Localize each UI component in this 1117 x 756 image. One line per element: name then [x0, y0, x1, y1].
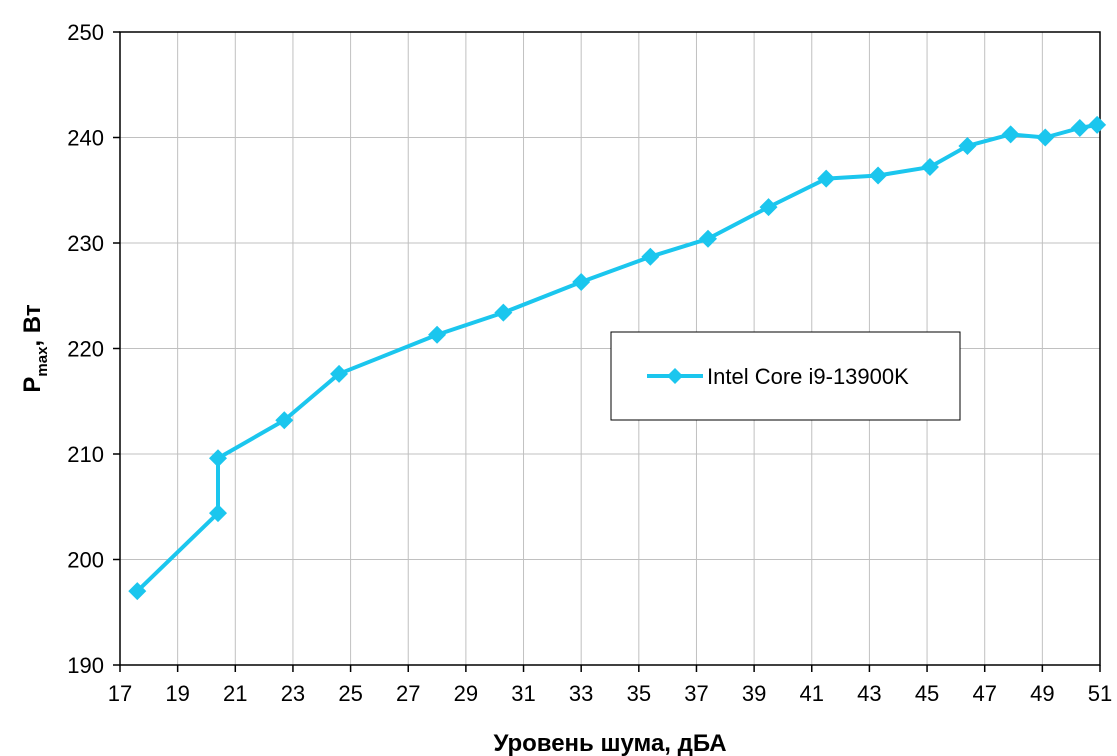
y-tick-label: 250 — [67, 20, 104, 45]
x-tick-label: 43 — [857, 681, 881, 706]
data-point — [494, 303, 513, 322]
x-tick-label: 31 — [511, 681, 535, 706]
data-point — [1088, 115, 1107, 134]
x-tick-label: 39 — [742, 681, 766, 706]
data-point — [128, 582, 147, 601]
y-axis: 190 200 210 220 230 240 250 — [67, 20, 120, 678]
x-tick-label: 47 — [972, 681, 996, 706]
x-tick-label: 45 — [915, 681, 939, 706]
data-point — [209, 504, 227, 523]
x-tick-label: 27 — [396, 681, 420, 706]
x-tick-label: 49 — [1030, 681, 1054, 706]
data-point — [869, 166, 888, 185]
x-tick-label: 21 — [223, 681, 247, 706]
x-tick-label: 35 — [627, 681, 651, 706]
y-tick-label: 200 — [67, 548, 104, 573]
x-tick-label: 25 — [338, 681, 362, 706]
data-point — [209, 449, 227, 468]
y-axis-title-subscript: max — [34, 346, 51, 377]
y-tick-label: 230 — [67, 231, 104, 256]
y-tick-label: 220 — [67, 337, 104, 362]
x-tick-label: 19 — [165, 681, 189, 706]
y-axis-title: Pmax, Вт — [19, 304, 51, 392]
legend-label: Intel Core i9-13900K — [707, 364, 909, 389]
x-tick-label: 23 — [281, 681, 305, 706]
y-axis-title-main: P — [19, 377, 46, 393]
y-tick-label: 210 — [67, 442, 104, 467]
x-axis: 17 19 21 23 25 27 29 31 33 35 37 39 41 43 45 47 49 51 — [108, 665, 1112, 706]
series-layer — [128, 115, 1107, 601]
data-point — [428, 325, 447, 344]
legend-marker-diamond — [667, 368, 683, 384]
data-point — [1036, 128, 1055, 147]
x-tick-label: 29 — [454, 681, 478, 706]
data-point — [330, 364, 349, 383]
data-point — [1070, 119, 1089, 138]
data-point — [920, 158, 939, 177]
data-point — [817, 169, 836, 188]
x-tick-label: 51 — [1088, 681, 1112, 706]
x-tick-label: 37 — [684, 681, 708, 706]
x-tick-label: 41 — [800, 681, 824, 706]
x-axis-title: Уровень шума, дБА — [493, 730, 726, 756]
y-axis-title-suffix: , Вт — [19, 304, 46, 346]
x-tick-label: 33 — [569, 681, 593, 706]
data-point — [1001, 125, 1020, 144]
data-point — [641, 247, 660, 266]
y-tick-label: 240 — [67, 126, 104, 151]
data-point — [958, 136, 977, 155]
legend: Intel Core i9-13900K — [610, 331, 961, 421]
svg-text:Pmax, Вт: Pmax, Вт — [19, 304, 51, 392]
data-point — [699, 229, 717, 248]
data-point — [759, 198, 778, 217]
data-point — [275, 411, 294, 430]
data-point — [572, 273, 591, 292]
y-tick-label: 190 — [67, 653, 104, 678]
x-tick-label: 17 — [108, 681, 132, 706]
